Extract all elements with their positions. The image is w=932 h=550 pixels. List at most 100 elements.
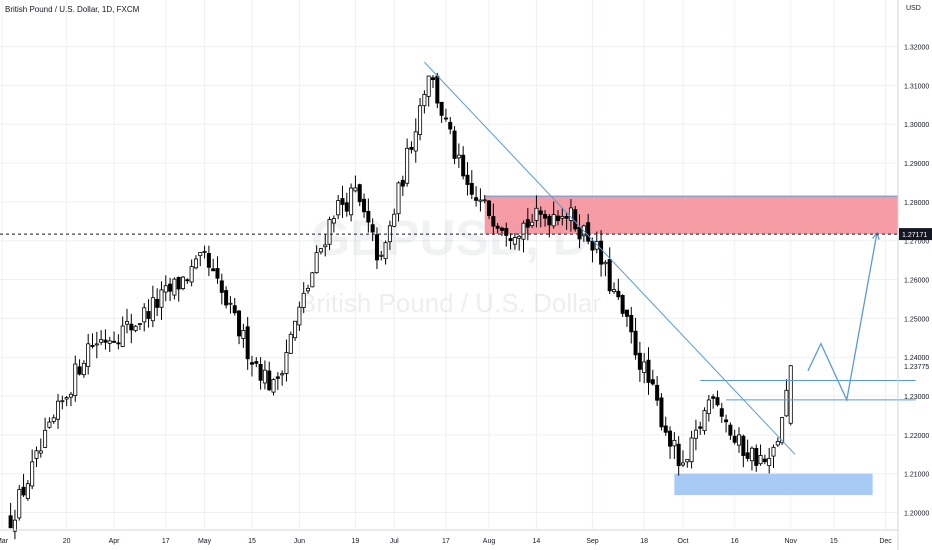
candle-down	[267, 361, 272, 392]
time-tick-label: 16	[731, 538, 739, 545]
candle-body	[512, 237, 517, 245]
candle-up	[706, 394, 711, 422]
candle-body	[689, 437, 694, 463]
time-tick-label: 18	[640, 538, 648, 545]
candle-up	[353, 175, 358, 193]
candle-down	[663, 416, 668, 436]
price-tick-label: 1.26000	[904, 278, 929, 285]
candle-body	[297, 306, 302, 326]
candle-body	[47, 421, 52, 428]
candle-body	[392, 213, 397, 227]
candle-down	[508, 233, 513, 250]
candle-down	[155, 288, 160, 317]
candle-body	[254, 361, 259, 364]
crosshair-price-badge: 1.27171	[899, 228, 932, 241]
candle-up	[86, 333, 91, 375]
candle-body	[456, 154, 461, 159]
candle-up	[392, 208, 397, 228]
candle-up	[12, 509, 17, 540]
candle-down	[374, 227, 379, 270]
candle-body	[646, 359, 651, 383]
candle-body	[189, 266, 194, 283]
candle-body	[301, 292, 306, 308]
candle-body	[38, 450, 43, 454]
candle-down	[698, 421, 703, 435]
candle-body	[146, 311, 151, 319]
candle-body	[43, 429, 48, 448]
candle-body	[90, 345, 95, 347]
time-tick-label: 17	[442, 538, 450, 545]
candle-body	[603, 261, 608, 265]
candle-up	[241, 323, 246, 348]
candle-body	[64, 397, 69, 400]
time-tick-label: Dec	[879, 538, 892, 545]
candle-body	[762, 458, 767, 463]
candle-body	[642, 361, 647, 373]
candle-up	[685, 459, 690, 468]
candle-body	[784, 389, 789, 417]
candle-up	[51, 414, 56, 424]
candle-body	[422, 94, 427, 107]
candle-body	[663, 425, 668, 433]
candle-down	[211, 258, 216, 272]
candle-up	[25, 480, 30, 501]
candle-body	[668, 430, 673, 447]
candle-up	[594, 231, 599, 254]
candle-body	[344, 202, 349, 212]
candle-body	[267, 370, 272, 391]
candle-body	[672, 439, 677, 447]
candle-body	[702, 410, 707, 432]
candle-up	[99, 330, 104, 346]
candle-up	[288, 331, 293, 355]
time-tick-label: Sep	[586, 538, 599, 545]
candle-body	[409, 146, 414, 150]
candle-up	[17, 484, 22, 521]
candle-up	[336, 194, 341, 220]
candle-body	[21, 486, 26, 496]
candle-down	[474, 186, 479, 207]
candle-body	[435, 75, 440, 104]
candle-up	[680, 450, 685, 468]
projection-path	[807, 232, 878, 403]
candle-up	[456, 143, 461, 168]
time-tick-label: 15	[248, 538, 256, 545]
candle-down	[629, 306, 634, 344]
candle-down	[715, 390, 720, 407]
candle-down	[430, 75, 435, 88]
candle-down	[357, 183, 362, 207]
candle-body	[181, 276, 186, 290]
candle-body	[310, 272, 315, 288]
candle-up	[784, 379, 789, 417]
candle-body	[284, 352, 289, 374]
candle-up	[306, 284, 311, 294]
candle-down	[366, 198, 371, 233]
candle-down	[362, 193, 367, 218]
candle-up	[293, 320, 298, 341]
time-tick-label: May	[198, 538, 212, 545]
candle-body	[306, 287, 311, 292]
candle-up	[383, 240, 388, 265]
candle-up	[81, 360, 86, 378]
candle-body	[560, 216, 565, 219]
candle-body	[737, 434, 742, 446]
candle-body	[228, 302, 233, 305]
candle-up	[280, 370, 285, 386]
candle-body	[719, 408, 724, 417]
chart-title: British Pound / U.S. Dollar, 1D, FXCM	[5, 5, 140, 14]
candle-up	[413, 118, 418, 163]
candle-body	[448, 121, 453, 130]
candle-up	[405, 138, 410, 187]
candle-down	[668, 426, 673, 459]
candle-body	[745, 452, 750, 459]
candle-body	[624, 309, 629, 317]
candle-up	[64, 395, 69, 407]
candle-down	[719, 402, 724, 423]
candle-body	[275, 376, 280, 379]
candle-body	[336, 200, 341, 216]
candle-up	[775, 437, 780, 447]
candle-up	[530, 213, 535, 228]
candle-up	[642, 353, 647, 384]
candle-down	[711, 394, 716, 409]
time-tick-label: Oct	[678, 538, 689, 545]
